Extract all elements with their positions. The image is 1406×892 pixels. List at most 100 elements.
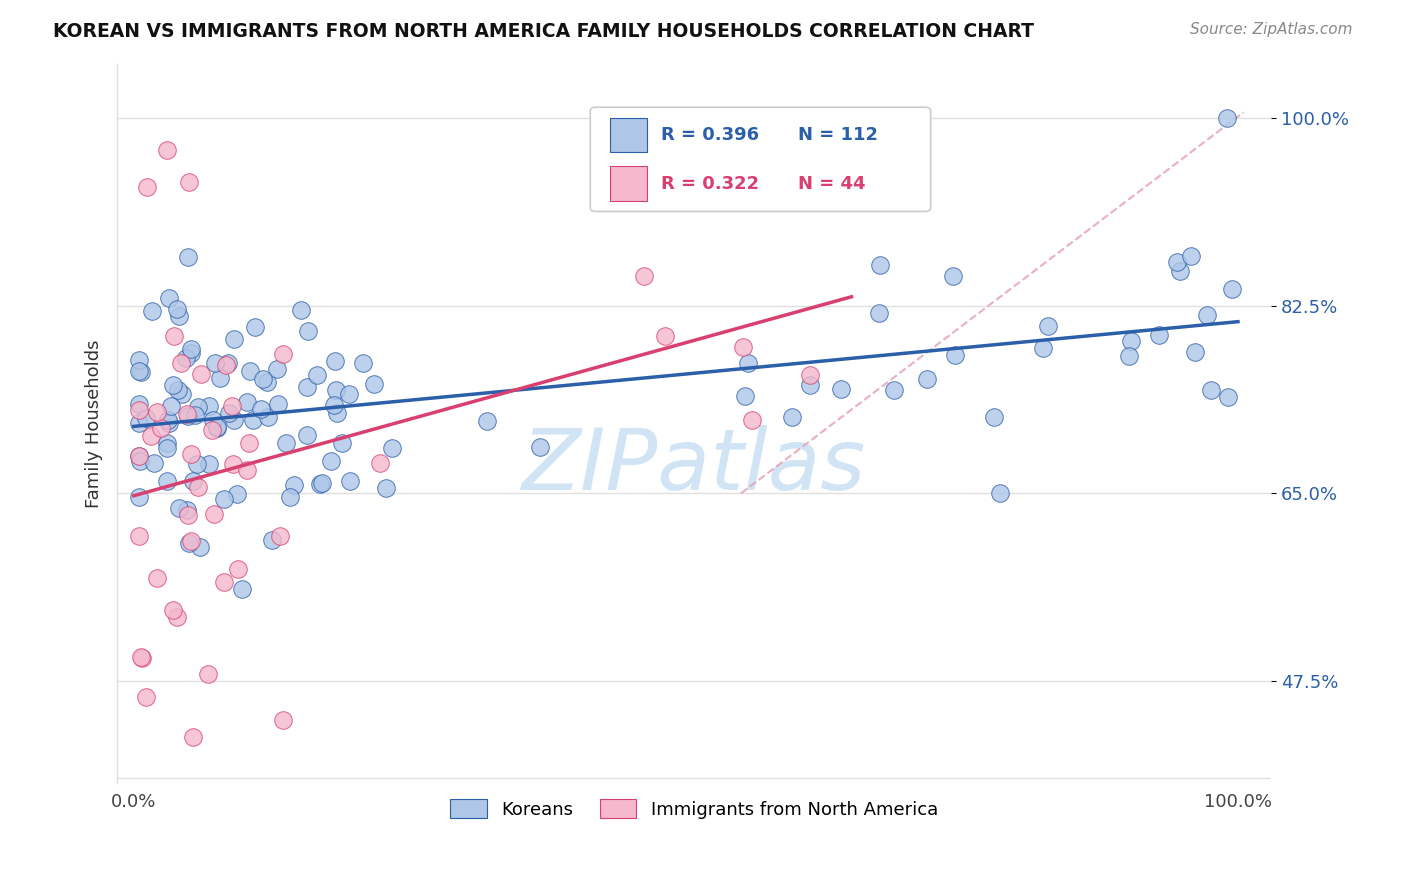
Point <box>1216 111 1239 125</box>
Point <box>236 463 259 477</box>
Point <box>1166 254 1188 268</box>
Point <box>529 440 551 454</box>
Point <box>135 690 157 705</box>
Point <box>128 403 150 417</box>
Point <box>188 540 211 554</box>
Point <box>176 502 198 516</box>
Point <box>238 435 260 450</box>
Point <box>733 339 755 353</box>
Point <box>187 400 209 414</box>
Point <box>224 332 246 346</box>
Point <box>167 309 190 323</box>
Point <box>157 291 180 305</box>
Point <box>156 474 179 488</box>
Point <box>326 406 349 420</box>
Point <box>166 610 188 624</box>
Point <box>741 413 763 427</box>
Point <box>868 306 890 320</box>
Point <box>283 478 305 492</box>
Point <box>128 490 150 504</box>
Point <box>207 421 229 435</box>
Point <box>181 474 204 488</box>
Point <box>128 529 150 543</box>
Point <box>198 457 221 471</box>
Point <box>1038 318 1060 333</box>
Point <box>212 575 235 590</box>
Text: R = 0.396: R = 0.396 <box>661 126 759 145</box>
Point <box>141 304 163 318</box>
Point <box>1168 264 1191 278</box>
Point <box>176 409 198 423</box>
Point <box>1180 249 1202 263</box>
Point <box>176 407 198 421</box>
Point <box>339 474 361 488</box>
Point <box>170 387 193 401</box>
Point <box>311 476 333 491</box>
Point <box>799 368 821 382</box>
Point <box>167 500 190 515</box>
Point <box>128 417 150 431</box>
Point <box>157 416 180 430</box>
Point <box>323 398 346 412</box>
Point <box>176 250 198 264</box>
Point <box>780 409 803 424</box>
Text: KOREAN VS IMMIGRANTS FROM NORTH AMERICA FAMILY HOUSEHOLDS CORRELATION CHART: KOREAN VS IMMIGRANTS FROM NORTH AMERICA … <box>53 22 1035 41</box>
Point <box>149 421 172 435</box>
Point <box>983 410 1005 425</box>
Point <box>1199 383 1222 397</box>
Point <box>942 268 965 283</box>
Point <box>869 258 891 272</box>
Point <box>180 346 202 360</box>
Text: N = 112: N = 112 <box>799 126 877 145</box>
Point <box>146 570 169 584</box>
Point <box>208 371 231 385</box>
Point <box>129 365 152 379</box>
Point <box>136 180 159 194</box>
Text: R = 0.322: R = 0.322 <box>661 175 759 193</box>
Point <box>187 480 209 494</box>
Point <box>177 175 200 189</box>
FancyBboxPatch shape <box>591 107 931 211</box>
Point <box>252 372 274 386</box>
Point <box>174 351 197 366</box>
Point <box>368 457 391 471</box>
Point <box>181 731 204 745</box>
Point <box>205 419 228 434</box>
Point <box>141 429 163 443</box>
Point <box>319 454 342 468</box>
Point <box>1121 334 1143 348</box>
Point <box>295 380 318 394</box>
Point <box>243 319 266 334</box>
Point <box>222 413 245 427</box>
Y-axis label: Family Households: Family Households <box>86 339 103 508</box>
Bar <box>610 118 647 153</box>
Point <box>256 409 278 424</box>
Point <box>309 477 332 491</box>
Point <box>162 378 184 392</box>
Point <box>271 713 294 727</box>
Point <box>242 413 264 427</box>
Point <box>266 362 288 376</box>
Point <box>128 449 150 463</box>
Point <box>325 384 347 398</box>
Point <box>184 408 207 422</box>
Point <box>162 603 184 617</box>
Point <box>295 428 318 442</box>
Point <box>214 359 236 373</box>
Point <box>375 481 398 495</box>
Point <box>167 383 190 397</box>
Point <box>332 436 354 450</box>
Point <box>202 508 225 522</box>
Point <box>156 436 179 450</box>
Point <box>915 372 938 386</box>
Point <box>169 356 191 370</box>
Point <box>225 487 247 501</box>
Point <box>278 490 301 504</box>
Point <box>202 413 225 427</box>
Point <box>128 449 150 463</box>
Point <box>128 397 150 411</box>
Point <box>190 368 212 382</box>
Text: N = 44: N = 44 <box>799 175 866 193</box>
Point <box>142 456 165 470</box>
Point <box>363 377 385 392</box>
